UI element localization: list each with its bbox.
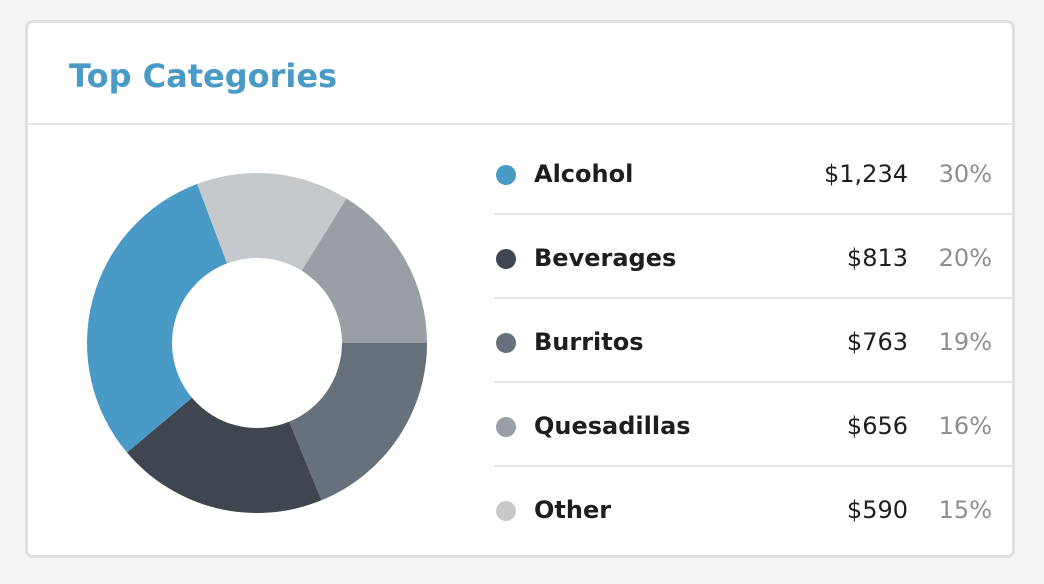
category-name: Beverages	[534, 244, 677, 272]
slice-alcohol	[86, 183, 228, 453]
donut-chart	[86, 173, 427, 513]
category-name: Other	[534, 496, 612, 524]
category-percent: 16%	[938, 412, 992, 440]
legend-row-quesadillas: Quesadillas $656 16%	[494, 383, 1012, 467]
category-amount: $590	[846, 496, 908, 524]
legend-swatch	[496, 249, 516, 269]
category-percent: 19%	[938, 328, 992, 356]
category-amount: $763	[846, 328, 908, 356]
category-percent: 30%	[938, 160, 992, 188]
legend-row-burritos: Burritos $763 19%	[494, 299, 1012, 383]
card-header: Top Categories	[28, 23, 1012, 125]
category-legend: Alcohol $1,234 30% Beverages $813 20% Burritos…	[494, 131, 1012, 551]
legend-row-beverages: Beverages $813 20%	[494, 215, 1012, 299]
slice-beverages	[126, 397, 322, 513]
legend-swatch	[496, 333, 516, 353]
legend-swatch	[496, 417, 516, 437]
legend-swatch	[496, 501, 516, 521]
category-name: Alcohol	[534, 160, 634, 188]
legend-row-alcohol: Alcohol $1,234 30%	[494, 131, 1012, 215]
category-percent: 15%	[938, 496, 992, 524]
slice-quesadillas	[301, 198, 427, 343]
card-title: Top Categories	[69, 57, 338, 95]
slice-other	[197, 173, 347, 271]
slice-burritos	[289, 343, 427, 501]
category-amount: $656	[846, 412, 908, 440]
top-categories-card: Top Categories Alcohol $1,234 30% Beverages…	[25, 20, 1015, 558]
category-name: Quesadillas	[534, 412, 691, 440]
legend-swatch	[496, 165, 516, 185]
category-amount: $813	[846, 244, 908, 272]
legend-row-other: Other $590 15%	[494, 467, 1012, 551]
category-amount: $1,234	[824, 160, 908, 188]
category-percent: 20%	[938, 244, 992, 272]
category-name: Burritos	[534, 328, 644, 356]
